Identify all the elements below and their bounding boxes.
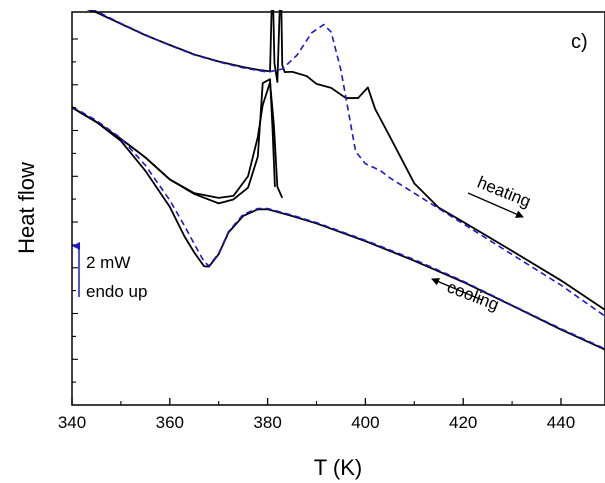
y-axis-ticks xyxy=(72,38,78,383)
x-tick-label: 360 xyxy=(156,413,184,432)
x-tick-label: 440 xyxy=(547,413,575,432)
heating-label: heating xyxy=(475,173,534,212)
x-tick-label: 400 xyxy=(351,413,379,432)
cooling-arrow xyxy=(431,278,483,301)
series-line-2-dashed xyxy=(90,10,605,317)
plot-frame xyxy=(71,11,605,406)
x-tick-label: 340 xyxy=(58,413,86,432)
x-tick-label: 380 xyxy=(253,413,281,432)
scale-bar-value: 2 mW xyxy=(86,253,130,272)
scale-bar-note: endo up xyxy=(86,282,147,301)
series-line-6-dashed xyxy=(72,106,605,350)
series-line-5-solid xyxy=(72,106,605,351)
heating-annotation: heating xyxy=(475,173,534,212)
panel-label: c) xyxy=(571,31,588,53)
series-line-4-solid xyxy=(72,78,276,205)
y-axis-label: Heat flow xyxy=(14,162,39,254)
x-axis-ticks: 340 360 380 400 420 440 xyxy=(58,398,575,432)
x-tick-label: 420 xyxy=(449,413,477,432)
x-axis-label: T (K) xyxy=(314,455,362,480)
series-layer xyxy=(72,10,605,351)
heating-arrow xyxy=(467,192,524,218)
